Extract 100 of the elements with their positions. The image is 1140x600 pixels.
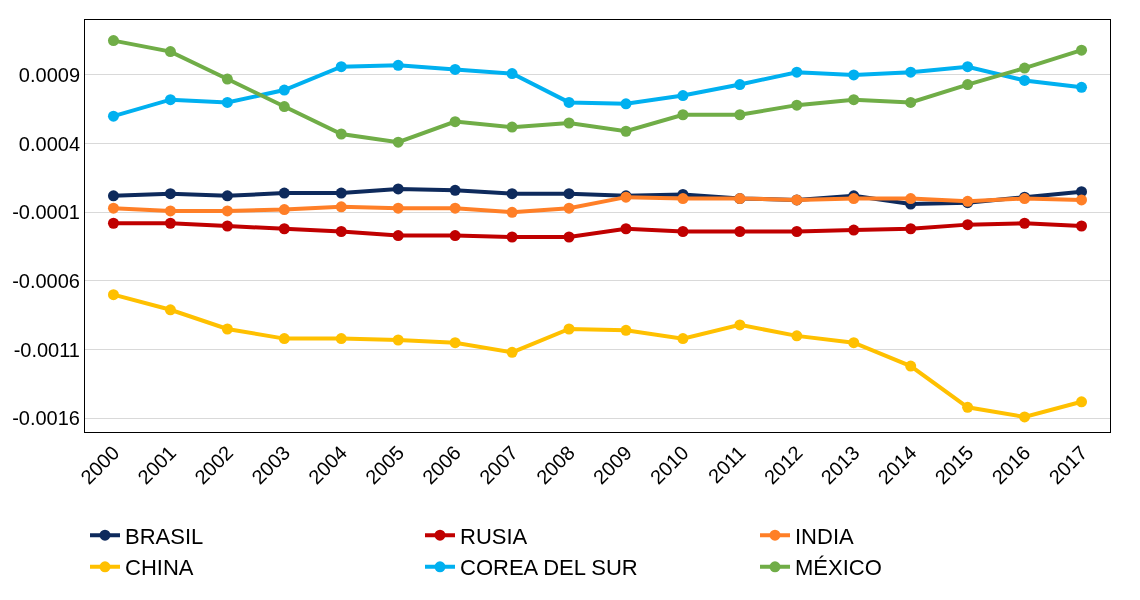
- point: [848, 337, 860, 349]
- point: [563, 188, 575, 200]
- point: [221, 73, 233, 85]
- point: [164, 94, 176, 106]
- point: [335, 225, 347, 237]
- point: [335, 333, 347, 345]
- point: [563, 117, 575, 129]
- point: [677, 193, 689, 205]
- point: [449, 230, 461, 242]
- point: [107, 289, 119, 301]
- point: [164, 205, 176, 217]
- point: [905, 360, 917, 372]
- point: [962, 61, 974, 73]
- point: [677, 225, 689, 237]
- point: [221, 220, 233, 232]
- legend-label: RUSIA: [460, 523, 528, 549]
- point: [392, 202, 404, 214]
- point: [1019, 74, 1031, 86]
- point: [734, 319, 746, 331]
- point: [734, 109, 746, 121]
- legend-label: COREA DEL SUR: [460, 555, 638, 581]
- point: [107, 217, 119, 229]
- point: [620, 324, 632, 336]
- point: [107, 35, 119, 47]
- point: [335, 128, 347, 140]
- point: [620, 223, 632, 235]
- legend-label: INDIA: [795, 523, 854, 549]
- y-tick-label: -0.0011: [13, 338, 80, 361]
- point: [1076, 396, 1088, 408]
- point: [1019, 62, 1031, 74]
- point: [791, 330, 803, 342]
- point: [962, 219, 974, 231]
- y-tick-label: -0.0016: [12, 407, 80, 430]
- point: [278, 204, 290, 216]
- point: [164, 46, 176, 58]
- point: [791, 99, 803, 111]
- point: [1019, 217, 1031, 229]
- point: [563, 202, 575, 214]
- point: [962, 79, 974, 91]
- point: [620, 98, 632, 110]
- point: [848, 94, 860, 106]
- point: [449, 116, 461, 128]
- point: [449, 337, 461, 349]
- point: [278, 187, 290, 199]
- point: [905, 66, 917, 78]
- point: [677, 333, 689, 345]
- point: [677, 90, 689, 102]
- legend-label: MÉXICO: [795, 555, 882, 581]
- point: [164, 188, 176, 200]
- point: [107, 110, 119, 122]
- point: [506, 231, 518, 243]
- point: [506, 68, 518, 80]
- point: [1076, 81, 1088, 93]
- point: [164, 217, 176, 229]
- y-tick-label: 0.0004: [18, 132, 80, 155]
- y-tick-label: -0.0006: [12, 269, 80, 292]
- point: [1019, 411, 1031, 423]
- point: [905, 193, 917, 205]
- point: [791, 225, 803, 237]
- point: [221, 205, 233, 217]
- legend-label: BRASIL: [125, 523, 204, 549]
- point: [278, 333, 290, 345]
- point: [449, 184, 461, 196]
- point: [278, 101, 290, 113]
- point: [221, 190, 233, 202]
- point: [506, 206, 518, 218]
- point: [278, 84, 290, 96]
- point: [905, 223, 917, 235]
- point: [221, 323, 233, 335]
- point: [962, 401, 974, 413]
- point: [449, 63, 461, 75]
- point: [221, 96, 233, 108]
- legend-label: CHINA: [125, 555, 194, 581]
- point: [506, 188, 518, 200]
- point: [791, 66, 803, 78]
- point: [677, 109, 689, 121]
- point: [335, 201, 347, 213]
- point: [278, 223, 290, 235]
- point: [563, 96, 575, 108]
- point: [392, 334, 404, 346]
- y-tick-label: 0.0009: [18, 63, 80, 86]
- point: [449, 202, 461, 214]
- point: [1076, 194, 1088, 206]
- point: [734, 79, 746, 91]
- point: [392, 136, 404, 148]
- point: [107, 202, 119, 214]
- point: [392, 183, 404, 195]
- point: [563, 231, 575, 243]
- point: [506, 346, 518, 358]
- point: [335, 61, 347, 73]
- y-tick-label: -0.0001: [12, 201, 80, 224]
- point: [506, 121, 518, 133]
- point: [392, 59, 404, 71]
- point: [164, 304, 176, 316]
- point: [335, 187, 347, 199]
- point: [392, 230, 404, 242]
- point: [734, 225, 746, 237]
- point: [905, 96, 917, 108]
- point: [1076, 220, 1088, 232]
- point: [620, 125, 632, 137]
